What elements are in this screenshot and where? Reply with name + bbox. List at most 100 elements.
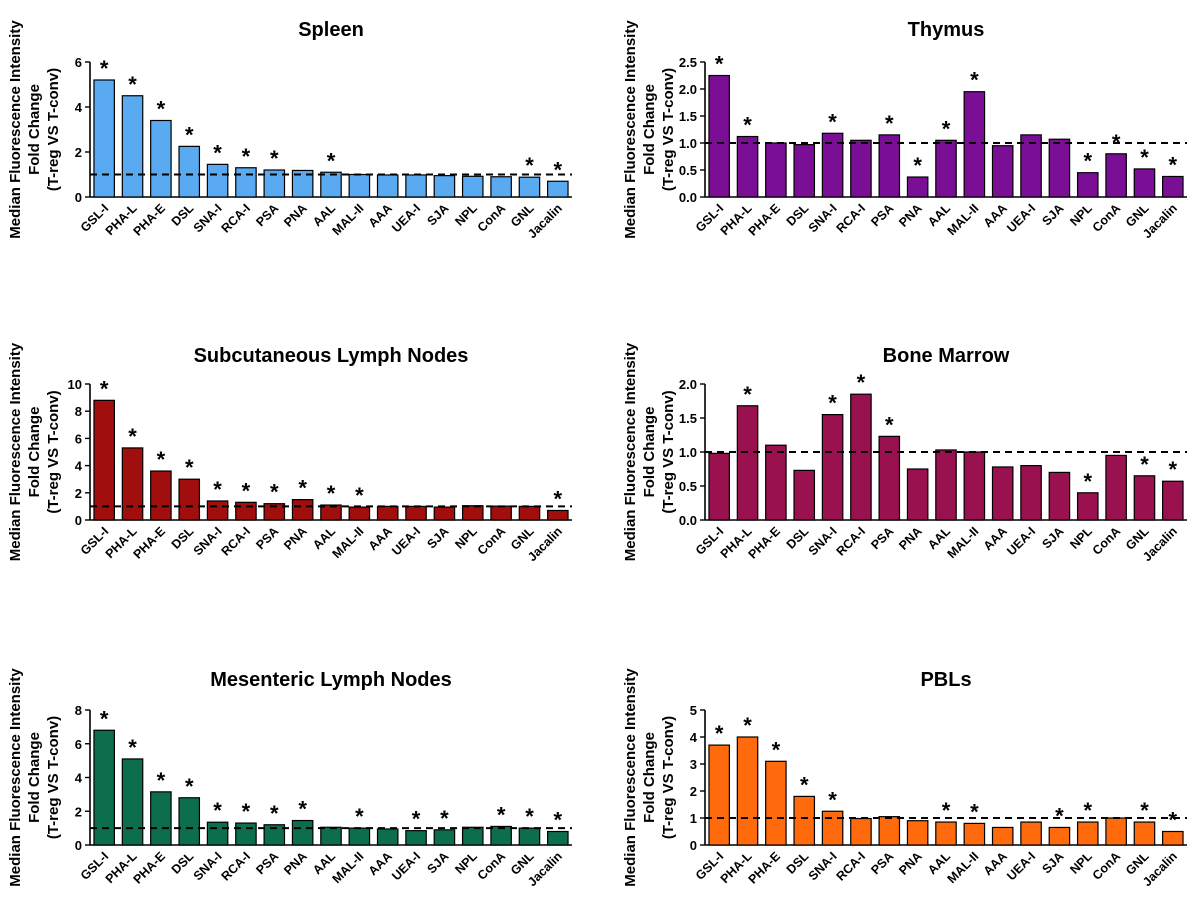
bar-aaa (376, 505, 399, 521)
bar-gsl-i (93, 729, 115, 846)
bar-rca-i (850, 817, 872, 846)
bar-cona (490, 825, 512, 846)
bar-uea-i (405, 505, 427, 521)
significance-star-gsl-i: * (715, 52, 724, 77)
chart-title: Subcutaneous Lymph Nodes (194, 345, 469, 367)
bar-jacalin (1162, 480, 1184, 521)
y-tick-label: 1.5 (679, 109, 697, 124)
bar-jacalin (547, 180, 569, 198)
significance-star-jacalin: * (554, 157, 563, 182)
bar-dsl (178, 145, 201, 198)
x-tick-label-cona: ConA (1090, 524, 1123, 557)
y-tick-label: 1.5 (679, 411, 697, 426)
significance-star-gnl: * (1140, 452, 1149, 477)
significance-star-psa: * (270, 480, 279, 505)
bar-mal-ii (348, 506, 371, 521)
chart-panel-subcutaneous-lymph-nodes: Subcutaneous Lymph Nodes Median Fluoresce… (7, 342, 572, 564)
x-tick-label-psa: PSA (868, 201, 896, 229)
significance-star-sna-i: * (828, 391, 837, 416)
y-axis-label-line: (T-reg VS T-conv) (660, 390, 677, 513)
y-tick-label: 1.0 (679, 445, 697, 460)
y-tick-label: 4 (75, 459, 83, 474)
x-tick-label-pna: PNA (281, 201, 310, 230)
bar-sna-i (821, 132, 844, 198)
y-axis-label: Median Fluorescence Intensity Fold Change… (7, 342, 62, 561)
x-tick-label-rca-i: RCA-I (219, 524, 253, 558)
bar-pha-l (736, 135, 759, 198)
significance-star-sna-i: * (213, 798, 222, 823)
y-tick-label: 5 (690, 703, 697, 718)
bar-aal (935, 449, 957, 521)
significance-star-rca-i: * (857, 370, 866, 395)
x-tick-label-cona: ConA (1090, 201, 1123, 234)
significance-star-pha-e: * (157, 447, 166, 472)
bar-gnl (518, 176, 541, 198)
bar-rca-i (850, 393, 872, 521)
significance-star-pha-e: * (772, 737, 781, 762)
x-tick-label-psa: PSA (868, 849, 896, 877)
bar-pha-e (765, 760, 787, 846)
bar-psa (878, 816, 901, 846)
x-tick-label-sna-i: SNA-I (806, 524, 840, 558)
significance-star-mal-ii: * (355, 804, 364, 829)
y-tick-label: 0.0 (679, 190, 697, 205)
significance-star-npl: * (1083, 469, 1092, 494)
y-tick-label: 0 (75, 190, 82, 205)
significance-star-pha-l: * (128, 72, 137, 97)
bar-sja (433, 829, 456, 846)
y-tick-label: 4 (690, 730, 698, 745)
y-axis-label-line: Median Fluorescence Intensity (622, 668, 639, 887)
bar-rca-i (235, 167, 257, 198)
bar-pha-e (150, 470, 172, 521)
bar-pha-l (121, 758, 144, 846)
bar-aal (320, 826, 342, 846)
bar-sja (433, 175, 456, 198)
y-tick-label: 2.0 (679, 82, 697, 97)
significance-star-aal: * (327, 481, 336, 506)
x-tick-label-pha-e: PHA-E (746, 201, 783, 238)
significance-star-sna-i: * (213, 140, 222, 165)
bar-cona (490, 176, 512, 198)
bar-pna (291, 499, 314, 521)
bar-rca-i (235, 822, 257, 846)
x-tick-label-mal-ii: MAL-II (330, 524, 367, 561)
significance-star-pha-e: * (157, 768, 166, 793)
x-tick-label-uea-i: UEA-I (1004, 201, 1038, 235)
bar-gsl-i (708, 74, 730, 198)
bar-aaa (991, 826, 1014, 846)
significance-star-sna-i: * (828, 109, 837, 134)
bar-pha-e (765, 444, 787, 521)
y-tick-label: 6 (75, 431, 82, 446)
bar-dsl (793, 795, 816, 846)
significance-star-sja: * (1055, 803, 1064, 828)
chart-title: PBLs (920, 669, 971, 691)
bar-gnl (1133, 475, 1156, 521)
x-tick-label-pha-e: PHA-E (746, 849, 783, 886)
bar-mal-ii (963, 451, 986, 521)
y-tick-label: 2.5 (679, 55, 697, 70)
bar-pna (906, 468, 929, 521)
significance-star-gsl-i: * (100, 56, 109, 81)
significance-star-pha-l: * (128, 424, 137, 449)
bar-sna-i (821, 810, 844, 846)
x-tick-label-mal-ii: MAL-II (330, 201, 367, 238)
bar-uea-i (405, 830, 427, 846)
y-axis-label: Median Fluorescence Intensity Fold Change… (7, 668, 62, 887)
bar-mal-ii (348, 173, 371, 198)
chart-title: Bone Marrow (883, 345, 1010, 367)
bar-cona (1105, 153, 1127, 198)
bar-dsl (178, 478, 201, 521)
y-tick-label: 0.5 (679, 163, 697, 178)
y-axis-label-line: Fold Change (641, 732, 658, 823)
y-axis-label: Median Fluorescence Intensity Fold Change… (7, 20, 62, 239)
bar-jacalin (547, 830, 569, 846)
x-tick-label-uea-i: UEA-I (389, 524, 423, 558)
bar-pha-e (765, 142, 787, 198)
bar-jacalin (547, 509, 569, 521)
bar-pna (291, 169, 314, 198)
bar-uea-i (1020, 821, 1042, 846)
significance-star-mal-ii: * (355, 483, 364, 508)
chart-title: Spleen (298, 19, 364, 41)
significance-star-pna: * (298, 797, 307, 822)
